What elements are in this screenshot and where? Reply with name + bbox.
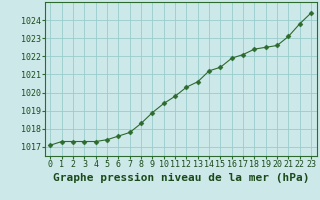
X-axis label: Graphe pression niveau de la mer (hPa): Graphe pression niveau de la mer (hPa): [52, 173, 309, 183]
